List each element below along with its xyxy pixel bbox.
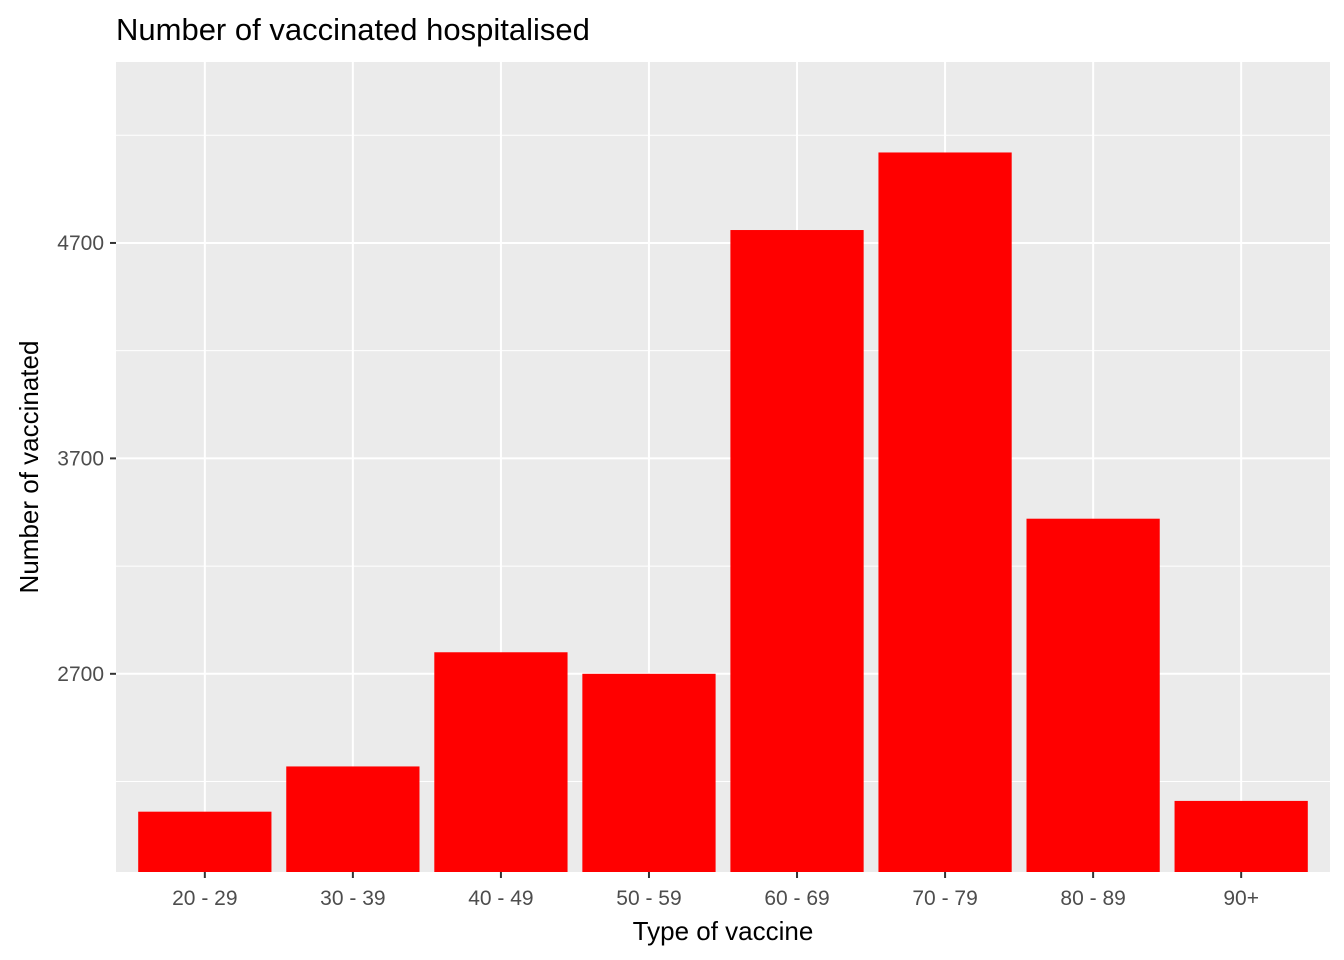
chart-title: Number of vaccinated hospitalised [116,12,590,47]
x-tick-label: 80 - 89 [1060,887,1125,910]
bar-60-69 [730,230,864,872]
bar-30-39 [286,766,420,872]
x-tick-label: 90+ [1223,887,1259,910]
x-tick-label: 30 - 39 [320,887,385,910]
y-axis-title: Number of vaccinated [14,341,44,594]
y-tick-label: 3700 [57,447,104,470]
bar-70-79 [878,152,1012,872]
bar-90 [1174,800,1308,872]
x-tick-label: 20 - 29 [172,887,237,910]
x-tick-label: 40 - 49 [468,887,533,910]
x-axis-title: Type of vaccine [633,916,814,946]
y-tick-label: 4700 [57,232,104,255]
x-tick-label: 60 - 69 [764,887,829,910]
axes: 2700 3700 4700 20 - 29 30 - 39 40 - 49 50 - 59… [57,232,1259,910]
x-tick-label: 70 - 79 [912,887,977,910]
bar-20-29 [138,811,272,872]
y-tick-label: 2700 [57,663,104,686]
x-tick-label: 50 - 59 [616,887,681,910]
bar-40-49 [434,652,568,872]
bar-80-89 [1026,518,1160,872]
bar-50-59 [582,673,716,872]
bars [138,152,1308,872]
